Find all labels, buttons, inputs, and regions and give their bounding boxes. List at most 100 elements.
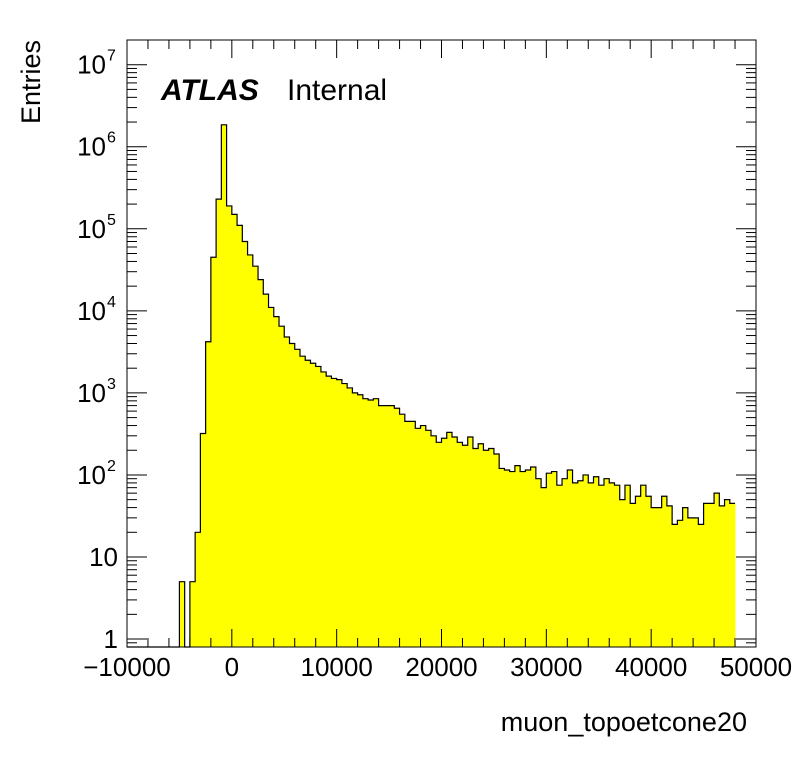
histogram-bin: [630, 503, 636, 647]
histogram-bin: [645, 496, 652, 647]
histogram-bin: [310, 363, 317, 647]
y-tick-label: 10 7: [77, 48, 116, 80]
histogram-bin: [231, 214, 238, 647]
histogram-bin: [687, 517, 694, 647]
histogram-bin: [698, 524, 704, 647]
histogram-bin: [431, 435, 437, 647]
y-axis-title: Entries: [16, 40, 46, 124]
histogram-bin: [263, 294, 269, 647]
histogram-bars: [127, 124, 736, 648]
histogram-bin: [572, 482, 579, 647]
y-tick-label-base: 10: [89, 542, 118, 572]
histogram-bin: [672, 524, 678, 647]
histogram-bin: [205, 341, 212, 647]
histogram-bin: [383, 405, 390, 647]
histogram-bin: [394, 408, 400, 647]
histogram-bin: [467, 437, 474, 647]
histogram-bin: [603, 478, 610, 647]
histogram-bin: [242, 241, 248, 647]
histogram-bin: [493, 454, 500, 647]
histogram-bin: [425, 430, 432, 647]
x-tick-label: 30000: [510, 652, 582, 682]
histogram-bin: [719, 505, 725, 647]
histogram-bin: [520, 471, 526, 647]
histogram-bin: [294, 349, 301, 647]
histogram-bin: [446, 432, 453, 647]
histogram-bin: [483, 450, 490, 647]
histogram-bin: [541, 487, 547, 647]
histogram-bin: [525, 469, 532, 647]
histogram-bin: [614, 485, 621, 647]
histogram-bin: [368, 399, 374, 647]
histogram-bin: [635, 496, 642, 647]
y-tick-label-exponent: 3: [107, 376, 116, 393]
histogram-bin: [399, 414, 406, 647]
histogram-bin: [389, 405, 395, 647]
y-tick-label: 10 4: [77, 294, 116, 326]
histogram-bin: [714, 493, 720, 647]
histogram-bin: [331, 378, 338, 647]
histogram-bin: [441, 438, 448, 647]
histogram-bin: [708, 503, 715, 647]
y-tick-label: 10 2: [77, 458, 116, 490]
histogram-bin: [247, 254, 254, 648]
histogram-bin: [640, 485, 647, 647]
y-tick-label-exponent: 5: [107, 212, 116, 229]
y-tick-label-exponent: 6: [107, 130, 116, 147]
x-tick-label: 40000: [615, 652, 687, 682]
x-tick-label: −10000: [83, 652, 170, 682]
histogram-bin: [320, 371, 327, 647]
histogram-bin: [457, 442, 463, 647]
histogram-bin: [315, 366, 322, 647]
histogram-bin: [362, 398, 369, 647]
histogram-bin: [651, 507, 657, 647]
x-tick-label: 10000: [301, 652, 373, 682]
y-tick-label-base: 10: [77, 378, 106, 408]
x-axis-ticks: −10000 0 10000 20000 30000 40000 50000: [83, 40, 792, 682]
histogram-bin: [609, 482, 615, 647]
histogram-bin: [661, 496, 668, 647]
histogram-bin: [677, 520, 684, 647]
y-tick-label-exponent: 2: [107, 458, 116, 475]
histogram-bin: [305, 360, 311, 647]
histogram-bin: [404, 421, 411, 647]
y-tick-label: 10: [89, 542, 118, 572]
histogram-bin: [420, 425, 427, 647]
histogram-bin: [577, 480, 584, 647]
histogram-bin: [462, 445, 469, 647]
y-tick-label-base: 10: [77, 296, 106, 326]
x-tick-label: 0: [225, 652, 239, 682]
y-tick-label: 10 6: [77, 130, 116, 162]
histogram-bin: [273, 316, 280, 647]
histogram-bin: [299, 356, 306, 647]
histogram-bin: [593, 476, 600, 647]
histogram-bin: [588, 482, 594, 647]
histogram-bin: [357, 394, 364, 647]
histogram-bin: [693, 517, 699, 647]
histogram-bin: [530, 466, 537, 647]
histogram-bin: [729, 503, 736, 647]
histogram-bin: [279, 326, 285, 647]
histogram-bin: [499, 468, 505, 647]
histogram-bin: [373, 398, 379, 647]
histogram-bin: [268, 307, 275, 647]
histogram-bin: [352, 392, 359, 647]
histogram-bin: [509, 471, 516, 647]
histogram-bin: [619, 499, 626, 647]
histogram-bin: [472, 448, 479, 647]
x-tick-label: 20000: [405, 652, 477, 682]
histogram-bin: [562, 478, 568, 647]
y-tick-label-base: 10: [77, 214, 106, 244]
histogram-bin: [289, 343, 296, 647]
histogram-bin: [410, 421, 416, 647]
y-tick-label: 10 5: [77, 212, 116, 244]
histogram-bin: [336, 379, 343, 647]
y-tick-label-base: 1: [104, 624, 118, 654]
y-tick-label-base: 10: [77, 50, 106, 80]
histogram-bin: [624, 485, 631, 647]
y-tick-label-exponent: 4: [107, 294, 116, 311]
histogram-bin: [567, 469, 573, 647]
histogram-bin: [189, 581, 196, 647]
histogram-bin: [666, 505, 673, 647]
